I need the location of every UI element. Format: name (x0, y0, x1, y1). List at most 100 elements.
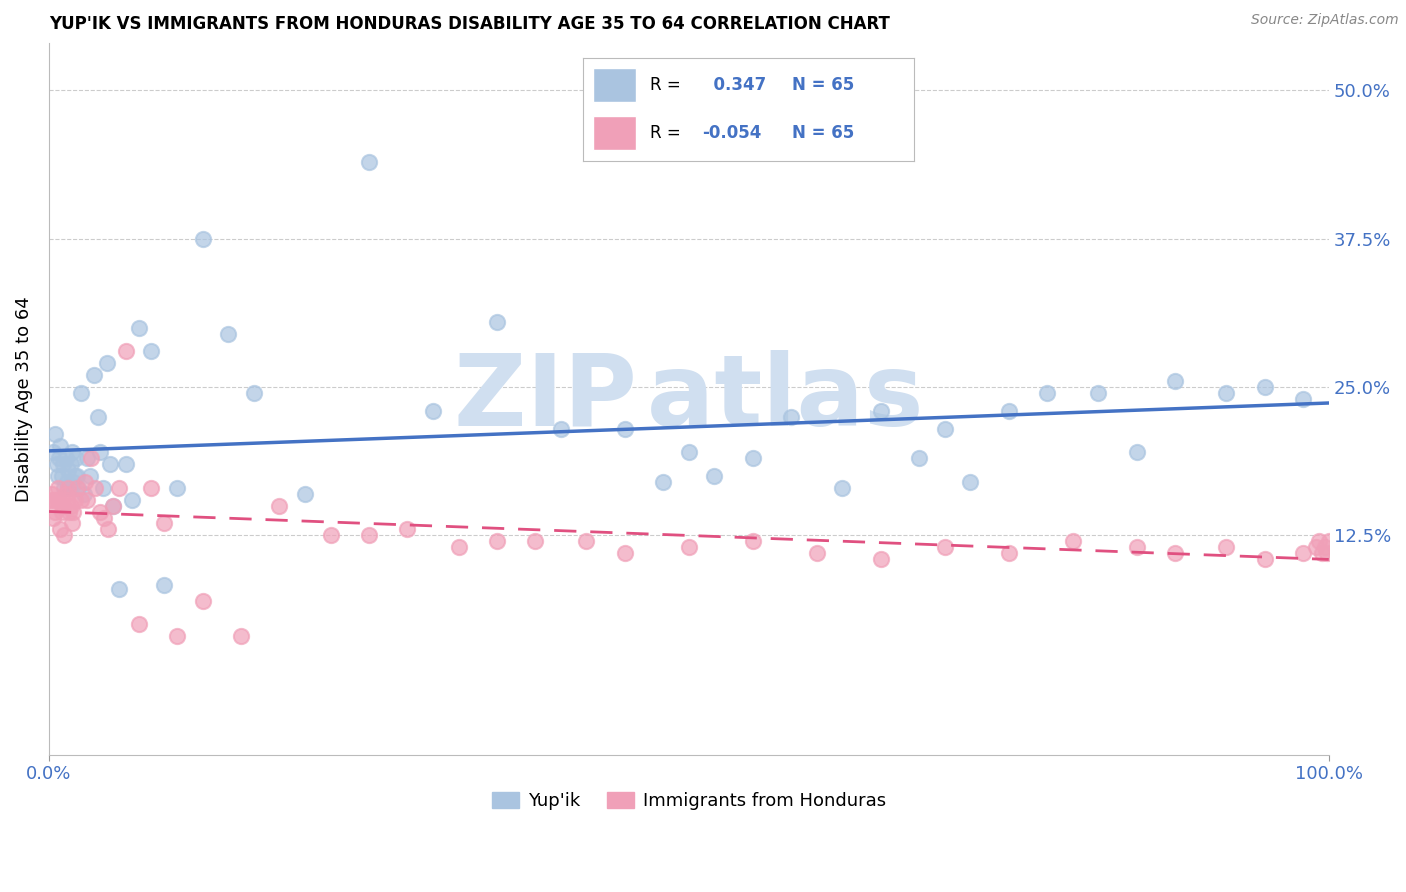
Point (53, 481, 76, 495)
Point (998, 403, 1021, 417)
Point (101, 499, 124, 513)
Point (46, 469, 69, 483)
Point (60, 516, 83, 531)
Point (101, 499, 124, 513)
Point (42, 510, 65, 524)
Point (422, 403, 444, 417)
Point (56, 492, 79, 507)
Point (141, 481, 163, 495)
Point (1317, 534, 1340, 549)
Point (1126, 540, 1149, 554)
Point (319, 528, 342, 542)
Point (66, 469, 89, 483)
Point (959, 475, 981, 489)
Point (114, 457, 136, 471)
Point (79, 469, 101, 483)
Point (1292, 546, 1315, 560)
Point (1215, 540, 1237, 554)
Point (97, 523, 120, 537)
Point (76, 492, 98, 507)
Point (678, 540, 700, 554)
Y-axis label: Disability Age 35 to 64: Disability Age 35 to 64 (15, 296, 32, 502)
Point (1254, 552, 1277, 566)
Point (780, 409, 803, 424)
Point (1316, 546, 1339, 560)
Point (72, 487, 94, 501)
Point (76, 451, 98, 466)
Point (39, 492, 62, 507)
Text: R =: R = (650, 76, 681, 95)
Point (294, 487, 316, 501)
Point (100, 457, 122, 471)
Point (128, 617, 150, 632)
Point (357, 528, 380, 542)
Point (83, 368, 105, 383)
Point (62, 475, 84, 489)
Point (89, 505, 111, 519)
Text: R =: R = (650, 124, 681, 143)
Text: -0.054: -0.054 (703, 124, 762, 143)
Point (58, 505, 80, 519)
Point (91, 481, 114, 495)
Point (49, 523, 72, 537)
Point (48, 492, 70, 507)
Point (63, 492, 86, 507)
Point (59, 499, 82, 513)
Text: N = 65: N = 65 (792, 124, 853, 143)
Point (86, 409, 108, 424)
Text: Source: ZipAtlas.com: Source: ZipAtlas.com (1251, 13, 1399, 28)
Point (108, 481, 131, 495)
Bar (593, 69, 637, 102)
Point (62, 505, 84, 519)
Point (242, 386, 264, 401)
Point (1164, 546, 1187, 560)
Point (141, 344, 163, 359)
Point (869, 552, 891, 566)
Point (73, 475, 96, 489)
Point (45, 457, 67, 471)
Point (613, 546, 636, 560)
Point (55, 487, 77, 501)
Point (1305, 540, 1327, 554)
Text: YUP'IK VS IMMIGRANTS FROM HONDURAS DISABILITY AGE 35 TO 64 CORRELATION CHART: YUP'IK VS IMMIGRANTS FROM HONDURAS DISAB… (49, 15, 890, 33)
Point (56, 463, 79, 477)
Point (831, 481, 853, 495)
Point (166, 481, 188, 495)
Text: 0.347: 0.347 (703, 76, 766, 95)
Point (1313, 540, 1336, 554)
Point (65, 451, 87, 466)
Point (678, 445, 700, 459)
Point (1164, 374, 1187, 388)
Point (1254, 380, 1277, 394)
Text: ZIP atlas: ZIP atlas (454, 351, 924, 448)
Point (52, 499, 75, 513)
Point (613, 421, 636, 435)
Bar (593, 117, 637, 150)
Point (447, 540, 470, 554)
Point (53, 528, 76, 542)
Point (42, 445, 65, 459)
Point (55, 451, 77, 466)
Point (550, 421, 572, 435)
Point (1126, 445, 1149, 459)
Point (524, 534, 547, 549)
Point (66, 481, 89, 495)
Point (1292, 392, 1315, 406)
Point (56, 481, 79, 495)
Point (934, 540, 956, 554)
Point (703, 469, 725, 483)
Point (46, 481, 69, 495)
Point (45, 492, 67, 507)
Point (84, 481, 107, 495)
Point (998, 546, 1021, 560)
Point (52, 457, 75, 471)
Point (1036, 386, 1059, 401)
Point (60, 445, 83, 459)
Point (806, 546, 828, 560)
Point (575, 534, 598, 549)
Point (49, 439, 72, 453)
Point (229, 629, 252, 643)
Point (1308, 534, 1330, 549)
Point (485, 534, 508, 549)
Point (121, 492, 143, 507)
